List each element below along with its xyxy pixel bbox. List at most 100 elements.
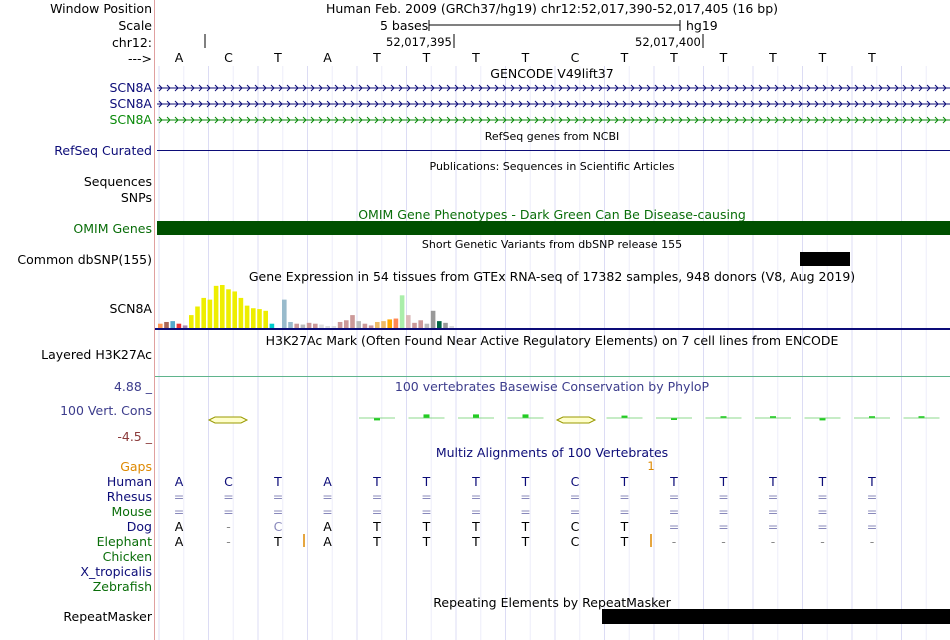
multiz-base: T xyxy=(422,534,431,549)
strand-chevron xyxy=(846,116,851,124)
strand-chevron xyxy=(230,116,235,124)
gencode-transcript-line[interactable] xyxy=(157,114,950,126)
gtex-tissue-bar xyxy=(176,323,182,328)
strand-chevron xyxy=(630,100,635,108)
strand-chevron xyxy=(862,116,867,124)
strand-chevron xyxy=(870,100,875,108)
multiz-species-label[interactable]: Human xyxy=(106,474,152,489)
strand-chevron xyxy=(422,100,427,108)
multiz-base: = xyxy=(767,504,779,519)
dbsnp-track-title[interactable]: Short Genetic Variants from dbSNP releas… xyxy=(421,238,683,251)
repeatmasker-track-label[interactable]: RepeatMasker xyxy=(63,609,152,624)
gencode-transcript-line[interactable] xyxy=(157,98,950,110)
strand-chevron xyxy=(902,100,907,108)
strand-chevron xyxy=(558,116,563,124)
multiz-base: = xyxy=(470,504,482,519)
phylop-score-mark xyxy=(819,418,826,421)
strand-chevron xyxy=(382,116,387,124)
multiz-base: T xyxy=(422,519,431,534)
publications-snps-label[interactable]: SNPs xyxy=(120,190,152,205)
omim-track-label[interactable]: OMIM Genes xyxy=(73,221,152,236)
strand-chevron xyxy=(358,84,363,92)
refseq-track-title[interactable]: RefSeq genes from NCBI xyxy=(484,130,620,143)
multiz-base: = xyxy=(173,504,185,519)
strand-chevron xyxy=(518,100,523,108)
h3k27ac-track-label[interactable]: Layered H3K27Ac xyxy=(41,347,152,362)
multiz-base: C xyxy=(273,519,283,534)
multiz-base: T xyxy=(719,474,728,489)
strand-chevron xyxy=(446,84,451,92)
strand-chevron xyxy=(814,84,819,92)
gtex-tissue-bar xyxy=(288,321,293,328)
omim-gene-bar[interactable] xyxy=(157,221,950,235)
gencode-transcript-label[interactable]: SCN8A xyxy=(109,112,152,127)
gencode-track-title[interactable]: GENCODE V49lift37 xyxy=(490,66,614,81)
position-ticks xyxy=(204,34,704,48)
multiz-base: = xyxy=(767,519,779,534)
strand-chevron xyxy=(686,116,691,124)
strand-chevron xyxy=(358,116,363,124)
strand-chevron xyxy=(574,100,579,108)
strand-chevron xyxy=(614,116,619,124)
strand-chevron xyxy=(510,116,515,124)
multiz-species-label[interactable]: Zebrafish xyxy=(92,579,152,594)
gaps-label[interactable]: Gaps xyxy=(120,459,152,474)
phylop-score-mark xyxy=(671,418,677,420)
strand-chevron xyxy=(310,116,315,124)
strand-chevron xyxy=(302,116,307,124)
strand-chevron xyxy=(486,100,491,108)
gtex-track-title[interactable]: Gene Expression in 54 tissues from GTEx … xyxy=(248,269,856,284)
strand-chevron xyxy=(854,116,859,124)
base-letter: T xyxy=(818,50,827,65)
strand-chevron xyxy=(598,84,603,92)
strand-chevron xyxy=(190,116,195,124)
base-letter: T xyxy=(373,50,381,65)
base-gridlines xyxy=(158,66,927,640)
dbsnp-track-label[interactable]: Common dbSNP(155) xyxy=(17,252,152,267)
strand-chevron xyxy=(654,84,659,92)
gencode-transcript-label[interactable]: SCN8A xyxy=(109,96,152,111)
refseq-track-label[interactable]: RefSeq Curated xyxy=(54,143,152,158)
scale-text: 5 bases xyxy=(380,18,429,33)
gtex-tissue-bar xyxy=(195,306,200,328)
gtex-tissue-bar xyxy=(164,321,169,328)
phylop-track-title[interactable]: 100 vertebrates Basewise Conservation by… xyxy=(394,379,710,394)
strand-chevron xyxy=(430,116,435,124)
strand-chevron xyxy=(638,100,643,108)
multiz-species-label[interactable]: Chicken xyxy=(102,549,152,564)
multiz-species-label[interactable]: Rhesus xyxy=(106,489,152,504)
gencode-transcript-line[interactable] xyxy=(157,82,950,94)
strand-chevron xyxy=(254,100,259,108)
multiz-species-label[interactable]: X_tropicalis xyxy=(80,564,152,579)
multiz-track-title[interactable]: Multiz Alignments of 100 Vertebrates xyxy=(435,445,669,460)
strand-chevron xyxy=(206,84,211,92)
repeatmasker-track-title[interactable]: Repeating Elements by RepeatMasker xyxy=(433,595,671,610)
phylop-plot[interactable] xyxy=(155,400,950,430)
strand-chevron xyxy=(510,100,515,108)
refseq-gene-line[interactable] xyxy=(157,150,950,151)
strand-chevron xyxy=(758,84,763,92)
strand-chevron xyxy=(678,100,683,108)
multiz-species-label[interactable]: Dog xyxy=(126,519,152,534)
gtex-tissue-bar xyxy=(350,315,355,328)
h3k27ac-track-title[interactable]: H3K27Ac Mark (Often Found Near Active Re… xyxy=(265,333,839,348)
strand-chevron xyxy=(454,100,459,108)
publications-track-title[interactable]: Publications: Sequences in Scientific Ar… xyxy=(429,160,675,173)
gtex-track-label[interactable]: SCN8A xyxy=(109,301,152,316)
phylop-track-label[interactable]: 100 Vert. Cons xyxy=(60,403,152,418)
repeatmasker-element-block[interactable] xyxy=(602,609,950,624)
strand-chevron xyxy=(838,116,843,124)
strand-chevron xyxy=(502,116,507,124)
multiz-species-label[interactable]: Elephant xyxy=(96,534,152,549)
dbsnp-variant-block[interactable] xyxy=(800,252,850,266)
multiz-species-label[interactable]: Mouse xyxy=(111,504,152,519)
gtex-bar-chart[interactable] xyxy=(157,284,557,328)
gencode-transcript-label[interactable]: SCN8A xyxy=(109,80,152,95)
strand-chevron xyxy=(702,100,707,108)
publications-sequences-label[interactable]: Sequences xyxy=(83,174,152,189)
strand-chevron xyxy=(374,116,379,124)
omim-track-title[interactable]: OMIM Gene Phenotypes - Dark Green Can Be… xyxy=(358,207,746,222)
strand-chevron xyxy=(886,100,891,108)
strand-chevron xyxy=(582,116,587,124)
strand-chevron xyxy=(414,84,419,92)
